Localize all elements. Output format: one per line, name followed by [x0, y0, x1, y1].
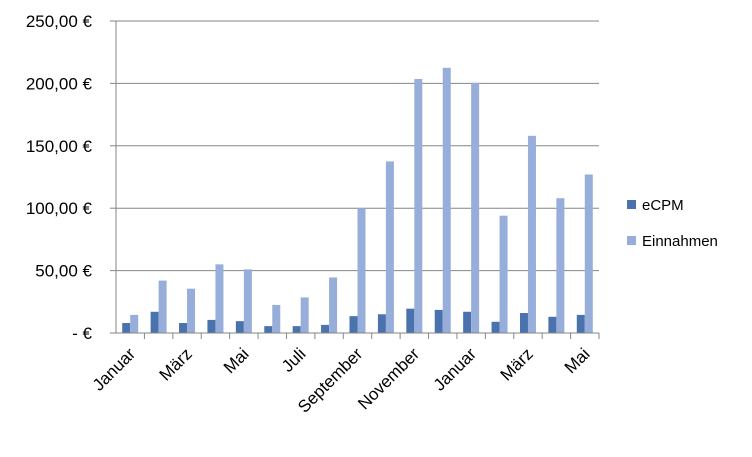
- bar-ecpm: [463, 311, 472, 333]
- bar-einnahmen: [329, 277, 338, 333]
- bar-einnahmen: [272, 304, 281, 333]
- bar-einnahmen: [556, 198, 565, 333]
- bar-ecpm: [122, 323, 131, 333]
- bar-einnahmen: [300, 297, 309, 333]
- bar-ecpm: [377, 314, 386, 333]
- bar-ecpm: [519, 313, 528, 333]
- bar-einnahmen: [158, 280, 167, 333]
- axes: [110, 20, 600, 339]
- legend-label: eCPM: [642, 197, 684, 214]
- bars: [122, 67, 593, 334]
- bar-ecpm: [349, 316, 358, 333]
- bar-einnahmen: [215, 264, 224, 333]
- bar-einnahmen: [243, 269, 252, 333]
- x-tick-label: Januar: [430, 344, 480, 394]
- y-tick-label: 200,00 €: [26, 74, 93, 93]
- x-tick-label: März: [156, 344, 196, 384]
- bar-ecpm: [150, 311, 159, 333]
- x-tick-label: Mai: [220, 344, 253, 377]
- bar-einnahmen: [357, 208, 366, 333]
- y-tick-label: 50,00 €: [35, 262, 92, 281]
- bar-einnahmen: [187, 288, 196, 333]
- legend-swatch: [627, 200, 636, 209]
- legend-swatch: [627, 236, 636, 245]
- x-tick-label: Juli: [278, 344, 309, 375]
- bar-einnahmen: [584, 174, 593, 333]
- bar-einnahmen: [527, 135, 536, 333]
- bar-ecpm: [406, 308, 415, 333]
- bar-ecpm: [235, 321, 244, 333]
- bar-einnahmen: [130, 314, 139, 333]
- y-tick-label: 150,00 €: [26, 137, 93, 156]
- bar-ecpm: [321, 324, 330, 333]
- bar-einnahmen: [442, 67, 451, 334]
- bar-ecpm: [292, 326, 301, 333]
- y-tick-label: 250,00 €: [26, 12, 93, 31]
- legend-label: Einnahmen: [642, 233, 718, 250]
- x-tick-label: Januar: [89, 344, 139, 394]
- bar-ecpm: [576, 314, 585, 333]
- y-tick-label: - €: [72, 324, 92, 343]
- y-tick-labels: - € 50,00 € 100,00 € 150,00 € 200,00 € 250,00…: [26, 12, 93, 343]
- grid-lines: [116, 20, 599, 272]
- bar-ecpm: [491, 321, 500, 333]
- x-tick-label: November: [354, 344, 423, 413]
- bar-ecpm: [207, 319, 216, 333]
- x-tick-label: Mai: [561, 344, 594, 377]
- bar-ecpm: [434, 309, 443, 333]
- bar-ecpm: [179, 323, 188, 333]
- bar-ecpm: [548, 316, 557, 333]
- bar-einnahmen: [499, 215, 508, 333]
- legend: eCPM Einnahmen: [627, 197, 718, 250]
- x-tick-label: März: [497, 344, 537, 384]
- bar-ecpm: [264, 326, 273, 333]
- bar-einnahmen: [414, 79, 423, 333]
- bar-einnahmen: [385, 161, 394, 333]
- bar-einnahmen: [471, 82, 480, 333]
- y-tick-label: 100,00 €: [26, 199, 93, 218]
